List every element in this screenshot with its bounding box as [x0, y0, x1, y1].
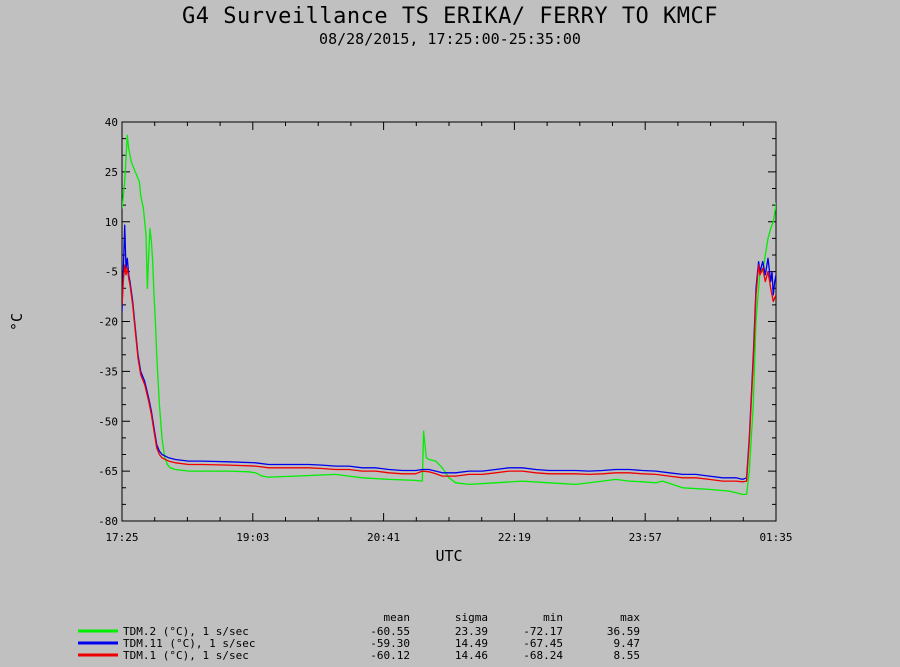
legend-stat-mean: -60.55: [370, 625, 410, 638]
legend-stat-sigma: 23.39: [455, 625, 488, 638]
y-tick-label: -65: [98, 465, 118, 478]
legend-stat-mean: -60.12: [370, 649, 410, 662]
y-tick-label: -5: [105, 266, 118, 279]
legend-stat-min: -72.17: [523, 625, 563, 638]
x-tick-label: 17:25: [105, 531, 138, 544]
x-tick-labels: 17:25 19:03 20:41 22:19 23:57 01:35: [105, 531, 792, 544]
y-tick-label: -20: [98, 316, 118, 329]
y-tick-label: 25: [105, 166, 118, 179]
y-tick-label: -80: [98, 515, 118, 528]
y-axis-label: °C: [8, 313, 26, 331]
legend: mean sigma min max TDM.2 (°C), 1 s/sec -60.55…: [78, 611, 640, 662]
y-tick-label: 10: [105, 216, 118, 229]
series-line-tdm1: [122, 264, 776, 483]
y-tick-label: 40: [105, 116, 118, 129]
stats-header-min: min: [543, 611, 563, 624]
x-tick-label: 20:41: [367, 531, 400, 544]
chart-title: G4 Surveillance TS ERIKA/ FERRY TO KMCF: [181, 4, 719, 29]
legend-stat-max: 9.47: [614, 637, 641, 650]
y-tick-label: -50: [98, 415, 118, 428]
series-line-tdm2: [122, 134, 776, 496]
stats-header-max: max: [620, 611, 640, 624]
stats-header-sigma: sigma: [455, 611, 488, 624]
x-tick-label: 23:57: [629, 531, 662, 544]
legend-stat-mean: -59.30: [370, 637, 410, 650]
chart-subtitle: 08/28/2015, 17:25:00-25:35:00: [319, 30, 581, 48]
y-tick-label: -35: [98, 365, 118, 378]
series-lines: [122, 134, 776, 496]
legend-label: TDM.2 (°C), 1 s/sec: [123, 625, 249, 638]
stats-header-mean: mean: [384, 611, 411, 624]
legend-stat-max: 8.55: [614, 649, 641, 662]
x-tick-label: 19:03: [236, 531, 269, 544]
x-axis-label: UTC: [435, 547, 462, 565]
legend-stat-max: 36.59: [607, 625, 640, 638]
legend-label: TDM.1 (°C), 1 s/sec: [123, 649, 249, 662]
legend-stat-min: -68.24: [523, 649, 563, 662]
plot-area: [121, 121, 777, 522]
x-tick-label: 22:19: [498, 531, 531, 544]
legend-stat-sigma: 14.46: [455, 649, 488, 662]
legend-label: TDM.11 (°C), 1 s/sec: [123, 637, 255, 650]
axis-ticks: [121, 121, 777, 522]
x-tick-label: 01:35: [759, 531, 792, 544]
y-tick-labels: 40 25 10 -5 -20 -35 -50 -65 -80: [98, 116, 118, 528]
legend-stat-sigma: 14.49: [455, 637, 488, 650]
legend-stat-min: -67.45: [523, 637, 563, 650]
